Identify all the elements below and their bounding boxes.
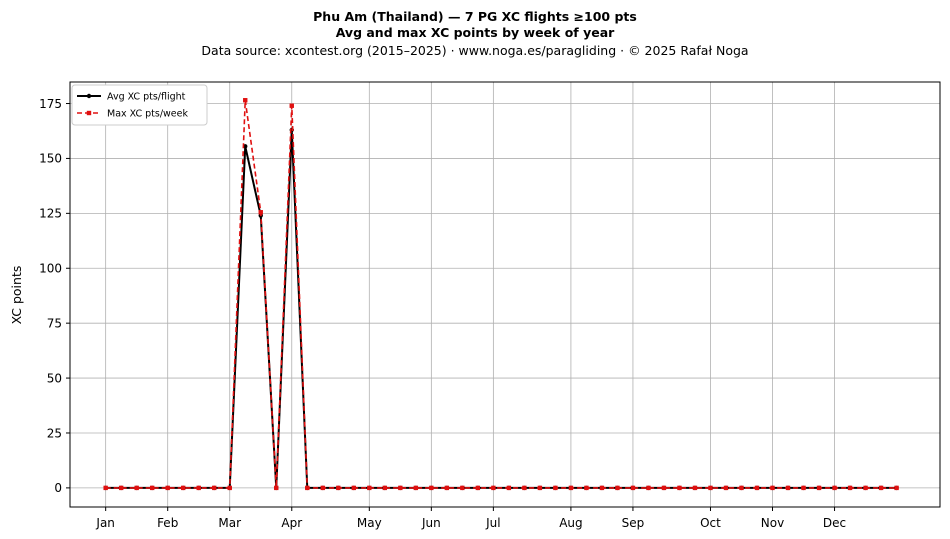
data-point (754, 485, 760, 491)
data-point (274, 485, 279, 491)
data-point (351, 485, 356, 491)
y-tick-label: 100 (39, 262, 62, 276)
data-point (801, 485, 806, 491)
x-tick-label: Jul (485, 516, 500, 530)
data-point (894, 485, 899, 491)
data-point (630, 485, 636, 491)
data-point (677, 485, 682, 491)
legend-max-label: Max XC pts/week (107, 109, 188, 120)
data-point (165, 485, 170, 491)
data-point (878, 485, 884, 491)
data-point (475, 485, 481, 491)
y-tick-label: 125 (39, 207, 62, 221)
axis-ticks: Jan Feb Mar Apr May Jun Jul Aug Sep Oct Nov Dec 0 25 5… (39, 97, 846, 530)
data-point (708, 485, 713, 491)
x-tick-label: Sep (622, 516, 645, 530)
plot-frame (69, 81, 941, 508)
data-point (212, 485, 217, 491)
data-point (522, 485, 527, 491)
data-point (553, 485, 558, 491)
legend: Avg XC pts/flight Max XC pts/week (71, 84, 208, 126)
chart-title: Phu Am (Thailand) — 7 PG XC flights ≥100… (313, 9, 637, 24)
data-point (367, 485, 372, 491)
y-tick-label: 175 (39, 97, 62, 111)
data-point (599, 485, 605, 491)
y-tick-label: 150 (39, 152, 62, 166)
data-point (816, 485, 822, 491)
series-0 (103, 127, 899, 491)
data-point (196, 485, 201, 491)
data-point (103, 485, 108, 491)
data-point (460, 485, 465, 491)
series-line (105, 128, 897, 489)
data-point (832, 485, 837, 491)
chart-title-line2: Avg and max XC points by week of year (336, 25, 615, 40)
x-tick-label: Nov (761, 516, 784, 530)
data-point (134, 485, 139, 491)
y-tick-label: 50 (47, 371, 62, 385)
data-point (723, 485, 729, 491)
data-point (305, 485, 310, 491)
y-tick-label: 75 (47, 316, 62, 330)
x-tick-label: Apr (281, 516, 302, 530)
data-point (692, 485, 698, 491)
series (103, 98, 899, 491)
data-point (320, 485, 325, 491)
data-point (444, 485, 450, 491)
legend-avg-marker (86, 93, 92, 99)
legend-box (71, 84, 208, 126)
data-point (429, 485, 434, 491)
data-point (739, 485, 744, 491)
data-point (336, 485, 341, 491)
data-point (863, 485, 868, 491)
series-line (105, 99, 897, 489)
y-axis-label: XC points (9, 266, 24, 325)
x-tick-label: May (357, 516, 382, 530)
data-point (398, 485, 403, 491)
legend-max-marker (86, 110, 92, 116)
data-point (615, 485, 620, 491)
data-point (847, 485, 853, 491)
data-point (770, 485, 775, 491)
data-point (382, 485, 388, 491)
x-tick-label: Mar (218, 516, 241, 530)
series-1 (103, 98, 899, 491)
data-point (491, 485, 496, 491)
y-tick-label: 0 (54, 481, 62, 495)
data-point (506, 485, 512, 491)
x-tick-label: Oct (700, 516, 721, 530)
legend-avg-label: Avg XC pts/flight (107, 92, 186, 103)
grid (70, 82, 940, 507)
data-point (646, 485, 651, 491)
data-point (584, 485, 589, 491)
data-point (181, 485, 186, 491)
data-point (661, 485, 667, 491)
chart-subtitle: Data source: xcontest.org (2015–2025) · … (201, 43, 748, 58)
x-tick-label: Jun (421, 516, 441, 530)
data-point (785, 485, 791, 491)
y-tick-label: 25 (47, 426, 62, 440)
data-point (258, 210, 263, 215)
x-tick-label: Aug (559, 516, 582, 530)
x-tick-label: Jan (95, 516, 115, 530)
data-point (289, 103, 294, 108)
x-tick-label: Feb (157, 516, 178, 530)
data-point (118, 485, 124, 491)
x-tick-label: Dec (823, 516, 846, 530)
data-point (149, 485, 155, 491)
data-point (413, 485, 419, 491)
data-point (227, 485, 232, 491)
data-point (537, 485, 543, 491)
data-point (243, 98, 248, 103)
data-point (568, 485, 574, 491)
